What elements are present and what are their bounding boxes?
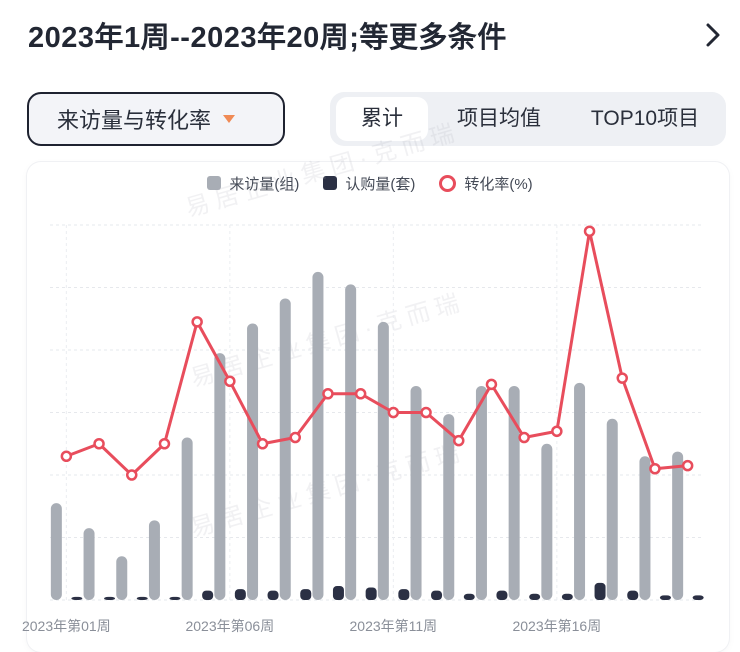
point-conversion (387, 406, 400, 419)
bar-subscriptions (104, 596, 116, 600)
point-conversion (453, 434, 465, 447)
bar-subscriptions (169, 596, 181, 600)
bar-subscriptions (202, 590, 214, 600)
bar-visits (345, 284, 357, 600)
page-title: 2023年1周--2023年20周;等更多条件 (28, 22, 507, 54)
metric-select[interactable]: 来访量与转化率 (27, 92, 285, 146)
point-conversion (420, 406, 432, 419)
bar-visits (214, 353, 226, 600)
point-conversion (93, 438, 105, 450)
bar-visits (83, 528, 95, 600)
bar-visits (508, 385, 520, 600)
point-conversion (354, 388, 367, 400)
bar-visits (672, 451, 684, 600)
segment-project-average[interactable]: 项目均值 (457, 107, 541, 130)
point-conversion (649, 463, 661, 475)
line-conversion (65, 229, 688, 477)
legend-item-conversion[interactable]: 转化率(%) (439, 173, 533, 194)
legend-marker-conversion (439, 174, 457, 192)
dropdown-caret-icon (223, 115, 236, 123)
x-tick-label: 2023年第01周 (22, 618, 111, 634)
bar-visits (148, 520, 160, 600)
bar-visits (279, 298, 291, 600)
bar-subscriptions (561, 593, 573, 600)
bar-visits (443, 414, 455, 600)
bar-visits (377, 321, 389, 600)
bar-subscriptions (71, 596, 83, 600)
point-conversion (583, 225, 596, 237)
bar-subscriptions (692, 595, 704, 600)
bar-subscriptions (463, 593, 475, 600)
bar-subscriptions (365, 587, 377, 600)
bar-visits (541, 443, 553, 600)
segment-top10-projects[interactable]: TOP10项目 (590, 107, 700, 130)
bar-visits (574, 382, 586, 600)
metric-select-label: 来访量与转化率 (57, 108, 212, 133)
point-conversion (191, 316, 203, 328)
bar-subscriptions (529, 593, 541, 600)
chart-legend: 来访量(组) 认购量(套) 转化率(%) (0, 172, 740, 194)
bar-subscriptions (136, 596, 148, 600)
point-conversion (60, 450, 73, 462)
bar-visits (247, 323, 259, 600)
bar-subscriptions (300, 589, 312, 600)
bar-subscriptions (332, 585, 344, 600)
aggregation-segmented-control: 累计 项目均值 TOP10项目 (330, 92, 726, 146)
point-conversion (158, 438, 171, 450)
point-conversion (224, 375, 236, 387)
bar-visits (50, 503, 62, 600)
legend-label-conversion: 转化率(%) (464, 175, 533, 193)
bar-subscriptions (627, 590, 639, 600)
legend-label-subscriptions: 认购量(套) (345, 175, 416, 193)
x-tick-label: 2023年第11周 (350, 618, 438, 634)
point-conversion (322, 388, 334, 400)
point-conversion (256, 438, 269, 450)
legend-swatch-visits (207, 176, 222, 190)
point-conversion (681, 459, 694, 472)
bar-subscriptions (398, 589, 410, 600)
legend-item-subscriptions[interactable]: 认购量(套) (323, 173, 415, 194)
bar-subscriptions (267, 590, 279, 600)
legend-item-visits[interactable]: 来访量(组) (207, 173, 299, 194)
bar-visits (181, 437, 193, 600)
bar-visits (639, 456, 651, 600)
point-conversion (289, 431, 301, 444)
point-conversion (485, 378, 498, 391)
point-conversion (518, 431, 530, 444)
segment-cumulative[interactable]: 累计 (336, 97, 428, 141)
chevron-right-icon[interactable] (698, 18, 728, 52)
bar-subscriptions (496, 590, 508, 600)
point-conversion (551, 425, 563, 437)
bar-visits (116, 556, 128, 600)
bar-subscriptions (659, 595, 671, 600)
bar-visits (606, 418, 618, 600)
bar-subscriptions (234, 589, 246, 600)
point-conversion (616, 372, 628, 384)
bar-visits (475, 385, 487, 600)
bar-subscriptions (594, 582, 606, 600)
legend-swatch-subscriptions (323, 176, 338, 190)
bar-subscriptions (431, 590, 443, 600)
x-tick-label: 2023年第06周 (185, 618, 274, 634)
bar-visits (410, 385, 422, 600)
legend-label-visits: 来访量(组) (229, 175, 300, 193)
point-conversion (126, 469, 138, 481)
bar-visits (312, 271, 324, 600)
x-tick-label: 2023年第16周 (512, 618, 601, 634)
